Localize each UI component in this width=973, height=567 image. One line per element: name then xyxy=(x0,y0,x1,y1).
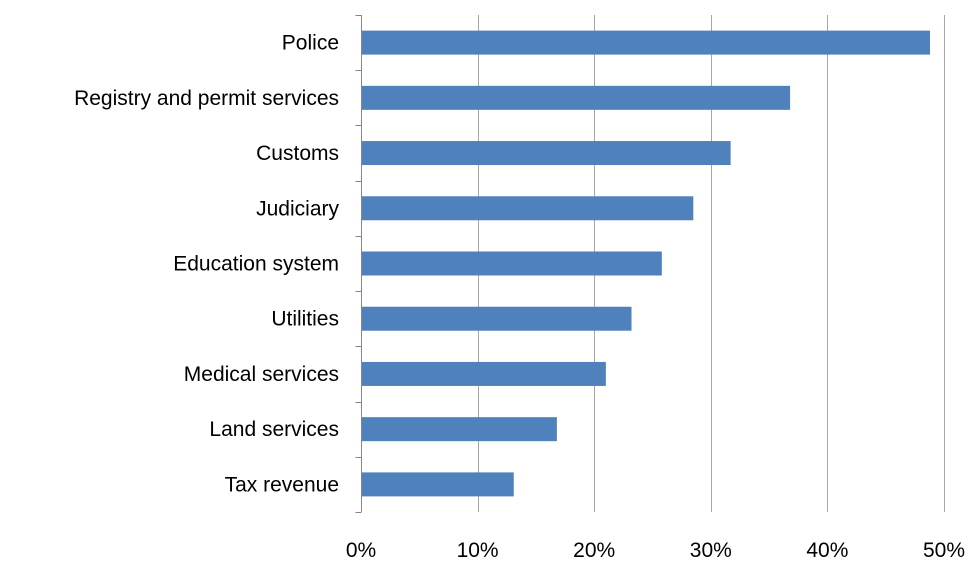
x-tick-label-40: 40% xyxy=(806,539,848,562)
category-label-utilities: Utilities xyxy=(271,308,339,331)
x-tick-label-30: 30% xyxy=(690,539,732,562)
x-tick-label-10: 10% xyxy=(457,539,499,562)
x-tick-label-20: 20% xyxy=(573,539,615,562)
bar-medical-services xyxy=(362,361,606,386)
category-label-education-system: Education system xyxy=(173,253,339,276)
bar-land-services xyxy=(362,417,557,442)
category-label-land-services: Land services xyxy=(209,418,339,441)
bar-judiciary xyxy=(362,196,694,221)
bar-utilities xyxy=(362,306,632,331)
category-label-tax-revenue: Tax revenue xyxy=(225,473,339,496)
x-tick-label-0: 0% xyxy=(346,539,376,562)
bar-education-system xyxy=(362,251,662,276)
bars xyxy=(362,30,931,497)
value-axis xyxy=(355,15,362,513)
category-label-medical-services: Medical services xyxy=(184,363,339,386)
x-tick-label-50: 50% xyxy=(923,539,965,562)
category-label-police: Police xyxy=(282,32,339,55)
bar-registry-and-permit-services xyxy=(362,85,791,110)
bar-police xyxy=(362,30,931,55)
category-labels: Police Registry and permit services Custom… xyxy=(74,32,339,497)
category-label-registry-and-permit-services: Registry and permit services xyxy=(74,87,339,110)
category-label-customs: Customs xyxy=(256,142,339,165)
category-label-judiciary: Judiciary xyxy=(256,197,339,220)
bar-tax-revenue xyxy=(362,472,514,497)
bar-customs xyxy=(362,141,731,166)
tick-labels: 0% 10% 20% 30% 40% 50% xyxy=(346,539,965,562)
